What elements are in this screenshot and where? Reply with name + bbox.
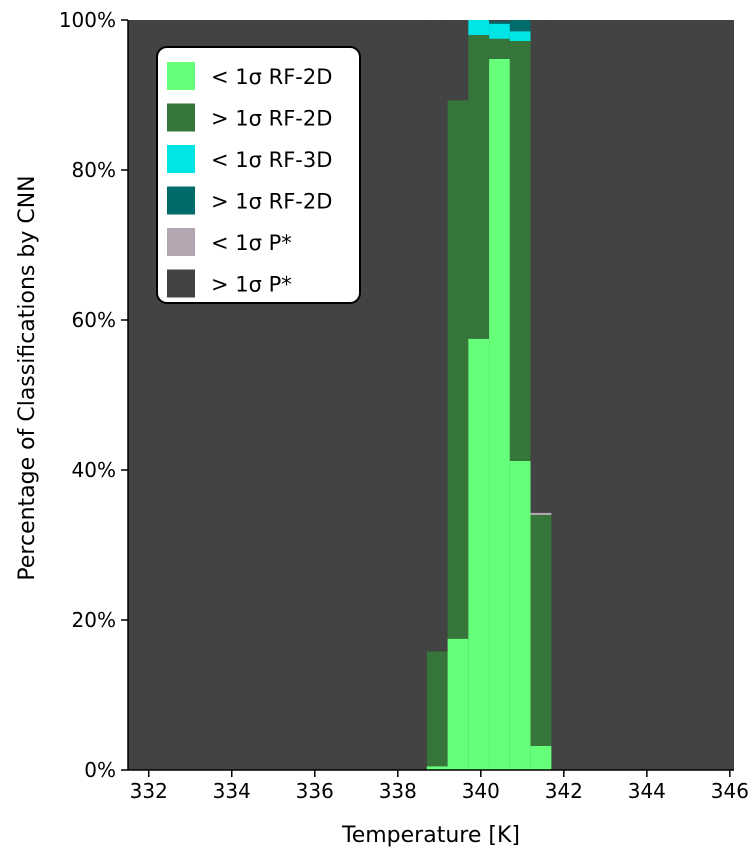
- bar-segment: [530, 20, 552, 513]
- legend-label: > 1σ P*: [211, 273, 292, 297]
- legend-swatch: [167, 103, 195, 132]
- x-tick-label: 334: [213, 779, 251, 803]
- x-tick-label: 342: [545, 779, 583, 803]
- bar-segment: [530, 746, 552, 770]
- y-tick-label: 20%: [72, 608, 116, 632]
- legend-label: < 1σ P*: [211, 231, 292, 255]
- bar-segment: [489, 21, 510, 24]
- legend-swatch: [167, 228, 195, 256]
- y-tick-label: 80%: [72, 158, 116, 182]
- x-axis-label: Temperature [K]: [341, 823, 520, 848]
- bar-segment: [489, 59, 510, 770]
- bar-segment: [426, 651, 448, 767]
- x-tick-label: 340: [462, 779, 500, 803]
- y-tick-label: 40%: [72, 458, 116, 482]
- legend-label: < 1σ RF-3D: [211, 148, 332, 172]
- legend-box: [156, 46, 361, 304]
- x-tick-label: 336: [296, 779, 334, 803]
- y-tick-label: 100%: [59, 8, 116, 32]
- bar-segment: [509, 20, 531, 32]
- y-tick-label: 0%: [84, 758, 116, 782]
- bar-segment: [447, 100, 469, 639]
- bar-segment: [509, 41, 531, 461]
- legend-label: > 1σ RF-2D: [211, 190, 332, 214]
- bar-segment: [530, 512, 552, 515]
- x-tick-label: 346: [711, 779, 749, 803]
- axes-group: 332 334 336 338 340 342 344 346 0% 20% 40% 60% 80% 10…: [59, 8, 749, 803]
- legend-label: > 1σ RF-2D: [211, 107, 332, 131]
- bar-segment: [468, 338, 490, 770]
- bar-segment: [489, 23, 510, 39]
- legend-swatch: [167, 269, 195, 298]
- bar-segment: [447, 20, 469, 101]
- legend: < 1σ RF-2D > 1σ RF-2D < 1σ RF-3D > 1σ RF-2D…: [156, 46, 361, 304]
- y-tick-label: 60%: [72, 308, 116, 332]
- bar-segment: [509, 461, 531, 770]
- x-tick-label: 332: [130, 779, 168, 803]
- legend-swatch: [167, 186, 195, 215]
- bar-segment: [530, 515, 552, 746]
- bar-segment: [468, 35, 490, 339]
- bar-segment: [489, 38, 510, 59]
- legend-swatch: [167, 145, 195, 173]
- legend-label: < 1σ RF-2D: [211, 65, 332, 89]
- y-axis-label: Percentage of Classifications by CNN: [15, 175, 40, 580]
- bar-segment: [489, 20, 510, 22]
- bar-segment: [468, 20, 490, 35]
- bar-segment: [447, 638, 469, 770]
- bar-segment: [426, 20, 448, 652]
- legend-swatch: [167, 62, 195, 90]
- bars-group: [426, 20, 552, 770]
- x-tick-label: 344: [628, 779, 666, 803]
- bar-segment: [509, 31, 531, 41]
- bar-segment: [426, 766, 448, 770]
- x-tick-label: 338: [379, 779, 417, 803]
